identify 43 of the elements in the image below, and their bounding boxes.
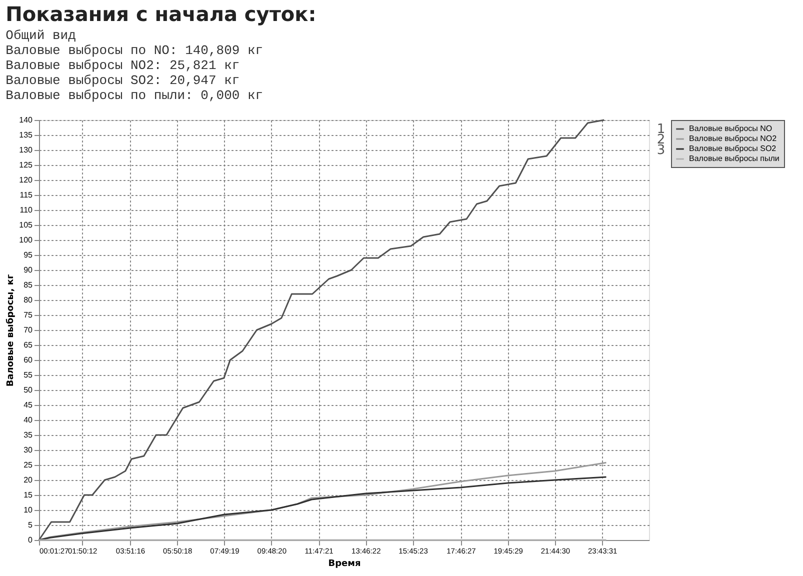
y-tick-label: 45 — [24, 400, 34, 410]
chart-title: Показания с начала суток: — [6, 2, 316, 26]
y-tick-label: 20 — [24, 476, 34, 484]
text: Валовые выбросы по NO: 140,809 кг — [6, 43, 264, 58]
line-series — [38, 476, 607, 541]
y-tick-label: 30 — [24, 446, 34, 454]
legend-label: Валовые выбросы NO2 — [689, 134, 778, 143]
y-tick-label: 140 — [19, 116, 34, 124]
y-tick-label: 105 — [19, 220, 34, 230]
line-series — [38, 462, 607, 541]
text: Общий вид — [6, 28, 76, 43]
y-tick-label: 5 — [28, 520, 34, 530]
y-axis-title: Валовые выбросы, кг — [5, 274, 16, 387]
text: Валовые выбросы NO2: 25,821 кг — [6, 58, 240, 73]
x-axis-title: Время — [328, 559, 361, 569]
y-tick-label: 35 — [24, 430, 34, 440]
text: Валовые выбросы по пыли: 0,000 кг — [6, 88, 264, 103]
y-tick-label: 60 — [24, 356, 34, 364]
y-tick-label: 120 — [19, 176, 34, 184]
text: Валовые выбросы SO2: 20,947 кг — [6, 73, 240, 88]
legend-label: Валовые выбросы NO — [689, 124, 772, 133]
y-tick-label: 75 — [24, 310, 34, 320]
y-tick-label: 65 — [24, 340, 34, 350]
y-tick-label: 90 — [24, 266, 34, 274]
y-tick-label: 110 — [20, 206, 34, 214]
y-tick-label: 40 — [24, 416, 34, 424]
y-tick-label: 80 — [24, 296, 34, 304]
y-tick-label: 10 — [24, 506, 34, 514]
y-tick-label: 130 — [19, 146, 34, 154]
y-tick-label: 135 — [19, 130, 34, 140]
y-tick-label: 70 — [24, 326, 34, 334]
y-tick-label: 55 — [24, 370, 34, 380]
legend-label: Валовые выбросы пыли — [689, 154, 780, 163]
y-tick-label: 115 — [20, 190, 34, 200]
y-tick-label: 50 — [24, 386, 34, 394]
y-tick-label: 25 — [24, 460, 34, 470]
y-tick-label: 95 — [24, 250, 34, 260]
y-tick-label: 85 — [24, 280, 34, 290]
y-tick-label: 100 — [19, 236, 34, 244]
y-tick-label: 0 — [28, 536, 34, 544]
y-tick-label: 15 — [24, 490, 34, 500]
legend-label: Валовые выбросы SO2 — [689, 144, 777, 153]
y-tick-label: 125 — [19, 160, 34, 170]
